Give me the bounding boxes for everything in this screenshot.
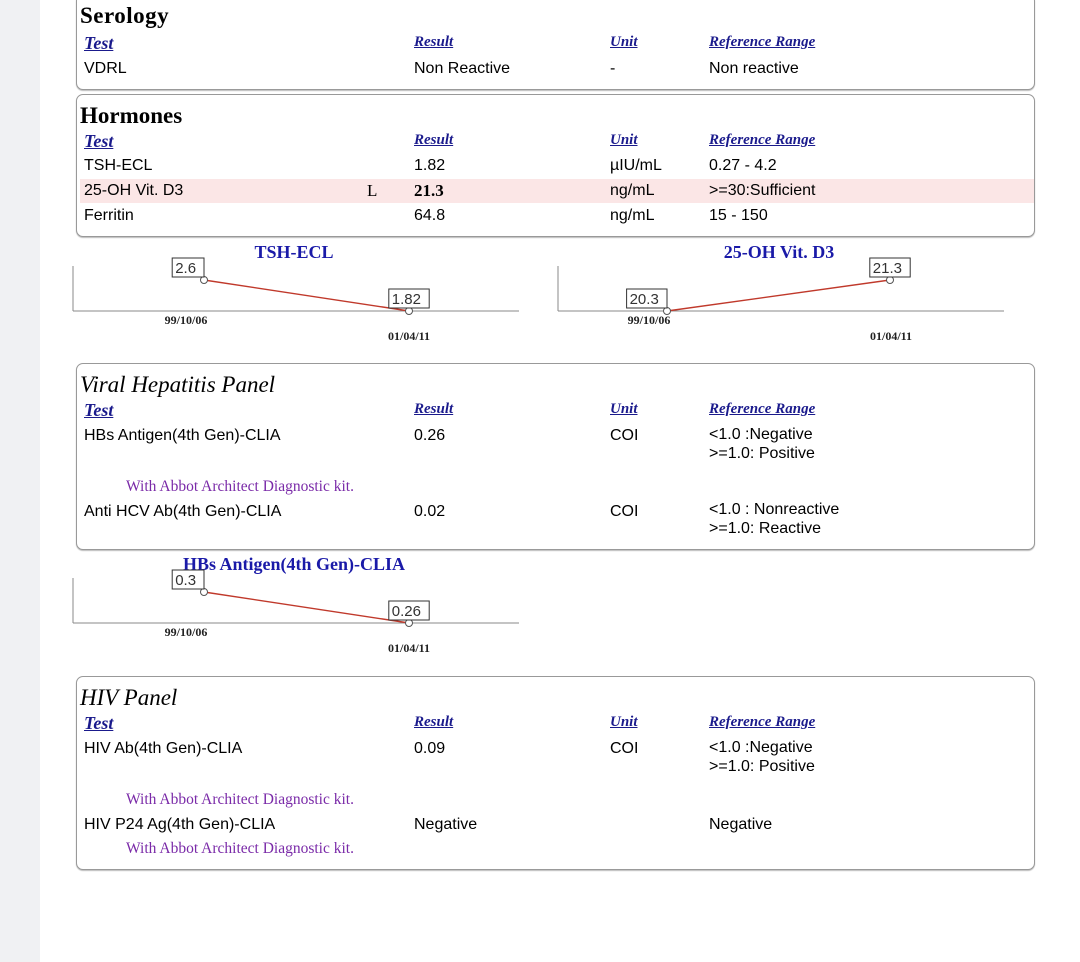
data-label-box bbox=[869, 257, 911, 278]
panel-title: Serology bbox=[80, 3, 170, 28]
header-test: Test bbox=[84, 33, 114, 53]
test-name: HIV Ab(4th Gen)-CLIA bbox=[84, 740, 243, 757]
data-label: 0.3 bbox=[175, 572, 196, 589]
header-result: Result bbox=[414, 132, 454, 148]
unit-value: µIU/mL bbox=[610, 157, 662, 174]
chart-title: 25-OH Vit. D3 bbox=[724, 242, 835, 262]
test-name: HIV P24 Ag(4th Gen)-CLIA bbox=[84, 816, 276, 833]
header-unit: Unit bbox=[610, 132, 638, 148]
abnormal-row-highlight bbox=[80, 179, 1034, 203]
trend-line bbox=[203, 279, 410, 312]
x-tick-label: 99/10/06 bbox=[165, 313, 208, 327]
result-value: 21.3 bbox=[414, 181, 444, 200]
header-unit: Unit bbox=[610, 714, 638, 730]
test-name: Anti HCV Ab(4th Gen)-CLIA bbox=[84, 503, 282, 520]
test-name: VDRL bbox=[84, 60, 127, 77]
result-value: Negative bbox=[414, 816, 478, 833]
header-test: Test bbox=[84, 131, 114, 151]
data-label-box bbox=[626, 288, 668, 309]
data-label-box bbox=[171, 257, 205, 278]
data-label: 2.6 bbox=[175, 260, 196, 277]
test-name: HBs Antigen(4th Gen)-CLIA bbox=[84, 427, 281, 444]
panel-title: Hormones bbox=[80, 103, 183, 128]
result-value: 0.26 bbox=[414, 427, 446, 444]
reference-range: 0.27 - 4.2 bbox=[709, 157, 777, 174]
result-value: 1.82 bbox=[414, 157, 446, 174]
hiv-panel: HIV Panel Test Result Unit Reference Ran… bbox=[76, 676, 1035, 870]
reference-range-line-2: >=1.0: Positive bbox=[709, 758, 815, 775]
data-point bbox=[405, 619, 413, 627]
header-reference-range: Reference Range bbox=[709, 132, 816, 148]
data-label-box bbox=[388, 288, 430, 309]
left-gutter bbox=[0, 0, 40, 962]
kit-note: With Abbot Architect Diagnostic kit. bbox=[126, 791, 354, 808]
reference-range-line-1: <1.0 :Negative bbox=[709, 739, 813, 756]
reference-range: Non reactive bbox=[709, 60, 799, 77]
reference-range: Negative bbox=[709, 816, 773, 833]
kit-note: With Abbot Architect Diagnostic kit. bbox=[126, 478, 354, 495]
unit-value: - bbox=[610, 60, 616, 77]
data-label-box bbox=[388, 600, 430, 621]
x-tick-label: 99/10/06 bbox=[165, 625, 208, 639]
hormones-panel: Hormones Test Result Unit Reference Rang… bbox=[76, 94, 1035, 237]
x-tick-label: 01/04/11 bbox=[388, 329, 430, 343]
header-result: Result bbox=[414, 714, 454, 730]
viral-hepatitis-panel: Viral Hepatitis Panel Test Result Unit R… bbox=[76, 363, 1035, 550]
x-tick-label: 99/10/06 bbox=[628, 313, 671, 327]
data-point bbox=[200, 276, 208, 284]
data-label: 21.3 bbox=[873, 260, 902, 277]
reference-range-line-1: <1.0 :Negative bbox=[709, 426, 813, 443]
chart-title: HBs Antigen(4th Gen)-CLIA bbox=[183, 554, 405, 575]
unit-value: COI bbox=[610, 427, 639, 444]
header-result: Result bbox=[414, 34, 454, 50]
x-tick-label: 01/04/11 bbox=[388, 641, 430, 655]
header-reference-range: Reference Range bbox=[709, 714, 816, 730]
data-label: 20.3 bbox=[630, 291, 659, 308]
panel-title: Viral Hepatitis Panel bbox=[80, 372, 276, 397]
unit-value: ng/mL bbox=[610, 182, 655, 199]
panel-title: HIV Panel bbox=[80, 685, 178, 710]
header-test: Test bbox=[84, 713, 114, 733]
unit-value: COI bbox=[610, 740, 639, 757]
data-point bbox=[405, 307, 413, 315]
trend-chart-tsh: TSH-ECL 2.6 1.82 99/10/06 01/04/11 bbox=[72, 242, 519, 343]
test-name: Ferritin bbox=[84, 207, 134, 224]
data-label: 1.82 bbox=[392, 291, 421, 308]
reference-range-line-1: <1.0 : Nonreactive bbox=[709, 501, 840, 518]
data-label-box bbox=[171, 569, 205, 590]
result-value: Non Reactive bbox=[414, 60, 511, 77]
chart-title: TSH-ECL bbox=[254, 242, 333, 262]
result-value: 0.09 bbox=[414, 740, 446, 757]
trend-line bbox=[203, 591, 410, 624]
reference-range-line-2: >=1.0: Positive bbox=[709, 445, 815, 462]
reference-range: 15 - 150 bbox=[709, 207, 768, 224]
unit-value: ng/mL bbox=[610, 207, 655, 224]
header-result: Result bbox=[414, 401, 454, 417]
result-value: 64.8 bbox=[414, 207, 446, 224]
trend-chart-vit-d3: 25-OH Vit. D3 20.3 21.3 99/10/06 01/04/11 bbox=[557, 242, 1004, 343]
data-point bbox=[886, 276, 894, 284]
reference-range-line-2: >=1.0: Reactive bbox=[709, 520, 822, 537]
test-name: 25-OH Vit. D3 bbox=[84, 182, 184, 199]
data-label: 0.26 bbox=[392, 603, 421, 620]
header-reference-range: Reference Range bbox=[709, 401, 816, 417]
test-name: TSH-ECL bbox=[84, 157, 153, 174]
x-tick-label: 01/04/11 bbox=[870, 329, 912, 343]
header-test: Test bbox=[84, 400, 114, 420]
unit-value: COI bbox=[610, 503, 639, 520]
kit-note: With Abbot Architect Diagnostic kit. bbox=[126, 840, 354, 857]
header-unit: Unit bbox=[610, 401, 638, 417]
low-flag: L bbox=[367, 181, 378, 200]
header-unit: Unit bbox=[610, 34, 638, 50]
trend-line bbox=[666, 279, 891, 312]
reference-range: >=30:Sufficient bbox=[709, 182, 816, 199]
header-reference-range: Reference Range bbox=[709, 34, 816, 50]
result-value: 0.02 bbox=[414, 503, 446, 520]
data-point bbox=[200, 588, 208, 596]
serology-panel: Serology Test Result Unit Reference Rang… bbox=[76, 0, 1035, 90]
